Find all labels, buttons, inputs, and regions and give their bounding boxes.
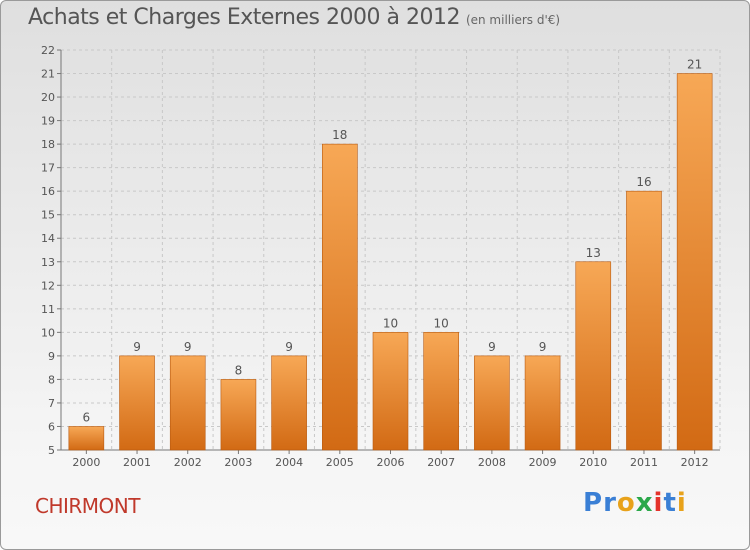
bar-2002: [169, 355, 206, 451]
data-label: 6: [83, 410, 91, 424]
x-tick-label: 2004: [275, 456, 303, 469]
y-tick-label: 17: [41, 162, 55, 175]
y-tick-label: 21: [41, 68, 55, 81]
data-label: 9: [539, 340, 547, 354]
bar-2005: [322, 143, 358, 451]
x-tick-label: 2012: [681, 456, 709, 469]
x-tick-label: 2006: [377, 456, 405, 469]
x-tick-label: 2011: [630, 456, 658, 469]
bar-2004: [271, 355, 307, 451]
y-tick-label: 16: [41, 185, 55, 198]
y-tick-label: 20: [41, 91, 55, 104]
logo-letter: o: [616, 488, 636, 518]
chart-unit: (en milliers d'€): [465, 13, 561, 27]
y-tick-label: 12: [41, 279, 55, 292]
data-label: 9: [133, 340, 141, 354]
logo-letter: r: [603, 488, 617, 518]
y-tick-label: 6: [48, 420, 55, 433]
data-label: 10: [434, 316, 449, 330]
x-tick-label: 2009: [529, 456, 557, 469]
chart-title-text: Achats et Charges Externes 2000 à 2012: [28, 5, 460, 30]
x-tick-label: 2005: [326, 456, 354, 469]
logo-letter: t: [663, 488, 677, 518]
bar-2009: [524, 355, 561, 451]
y-tick-label: 18: [41, 138, 55, 151]
y-tick-label: 11: [41, 303, 55, 316]
logo-letter: i: [676, 488, 687, 518]
y-tick-label: 22: [41, 44, 55, 57]
data-label: 9: [285, 340, 293, 354]
x-tick-label: 2003: [224, 456, 252, 469]
bar-2010: [575, 261, 612, 451]
proxiti-logo[interactable]: Proxiti: [583, 488, 687, 518]
bar-2001: [119, 355, 155, 451]
data-label: 16: [636, 175, 651, 189]
x-tick-label: 2001: [123, 456, 151, 469]
chart-title: Achats et Charges Externes 2000 à 2012 (e…: [28, 5, 560, 30]
y-tick-label: 13: [41, 256, 55, 269]
x-tick-label: 2000: [72, 456, 100, 469]
x-tick-label: 2002: [174, 456, 202, 469]
bar-2011: [626, 190, 662, 451]
data-label: 21: [687, 58, 702, 72]
y-tick-label: 5: [48, 444, 55, 457]
bar-2008: [474, 355, 510, 451]
commune-name: CHIRMONT: [35, 494, 140, 518]
data-label: 18: [332, 128, 347, 142]
y-tick-label: 19: [41, 115, 55, 128]
bar-2000: [68, 426, 105, 451]
logo-letter: x: [635, 488, 654, 518]
data-labels: 6 9 9 8 9 18 10 10 9 9 13 16 21: [83, 58, 703, 425]
y-tick-label: 7: [48, 397, 55, 410]
data-label: 9: [488, 340, 496, 354]
logo-letter: i: [653, 488, 664, 518]
axes: 5 6 7 8 9 10 11 12 13 14 15 16 17 18 19 20 21 22 2000 2001 2…: [41, 44, 720, 469]
x-tick-label: 2008: [478, 456, 506, 469]
bars: [68, 73, 713, 451]
bar-2012: [676, 73, 713, 451]
bar-2006: [372, 332, 409, 451]
y-tick-label: 8: [48, 373, 55, 386]
x-tick-label: 2007: [427, 456, 455, 469]
bar-2007: [423, 332, 459, 451]
data-label: 9: [184, 340, 192, 354]
logo-letter: P: [583, 488, 604, 518]
y-tick-label: 14: [41, 232, 55, 245]
bar-2003: [220, 379, 257, 451]
data-label: 8: [235, 363, 243, 377]
y-tick-label: 9: [48, 350, 55, 363]
y-tick-label: 15: [41, 209, 55, 222]
x-tick-label: 2010: [579, 456, 607, 469]
data-label: 10: [383, 316, 398, 330]
data-label: 13: [586, 246, 601, 260]
y-tick-label: 10: [41, 326, 55, 339]
